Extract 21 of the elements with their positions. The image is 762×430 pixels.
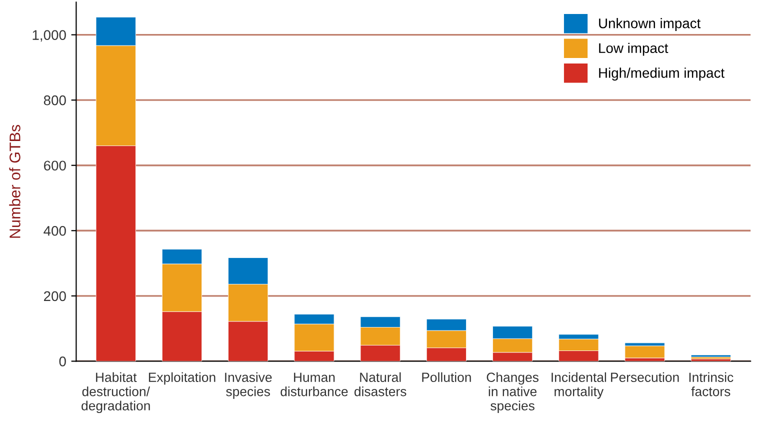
x-tick-label: Exploitation	[148, 372, 216, 385]
x-tick-label: Persecution	[611, 372, 679, 382]
x-tick-label: Incidental mortality	[552, 372, 606, 399]
y-tick-label: 0	[59, 356, 66, 366]
legend-label: High/medium impact	[599, 68, 724, 81]
x-tick-label: Natural disasters	[354, 372, 406, 396]
y-tick-label: 400	[44, 226, 66, 236]
y-tick-label: 200	[44, 291, 66, 302]
x-tick-label: Invasive species	[225, 372, 272, 399]
legend-label: Low impact	[599, 42, 668, 56]
x-tick-label: Intrinsic factors	[689, 372, 734, 396]
y-tick-label: 1,000	[32, 30, 66, 42]
y-tick-label: 600	[44, 160, 66, 171]
legend-label: Unknown impact	[599, 18, 701, 32]
x-tick-label: Changes in native species	[486, 372, 538, 414]
x-tick-label: Pollution	[422, 372, 471, 382]
y-tick-label: 800	[44, 95, 66, 106]
y-axis-title: Number of GTBs	[9, 124, 20, 238]
x-tick-label: Habitat destruction/ degradation	[82, 372, 150, 414]
x-tick-label: Human disturbance	[280, 372, 348, 396]
bar	[624, 346, 665, 358]
